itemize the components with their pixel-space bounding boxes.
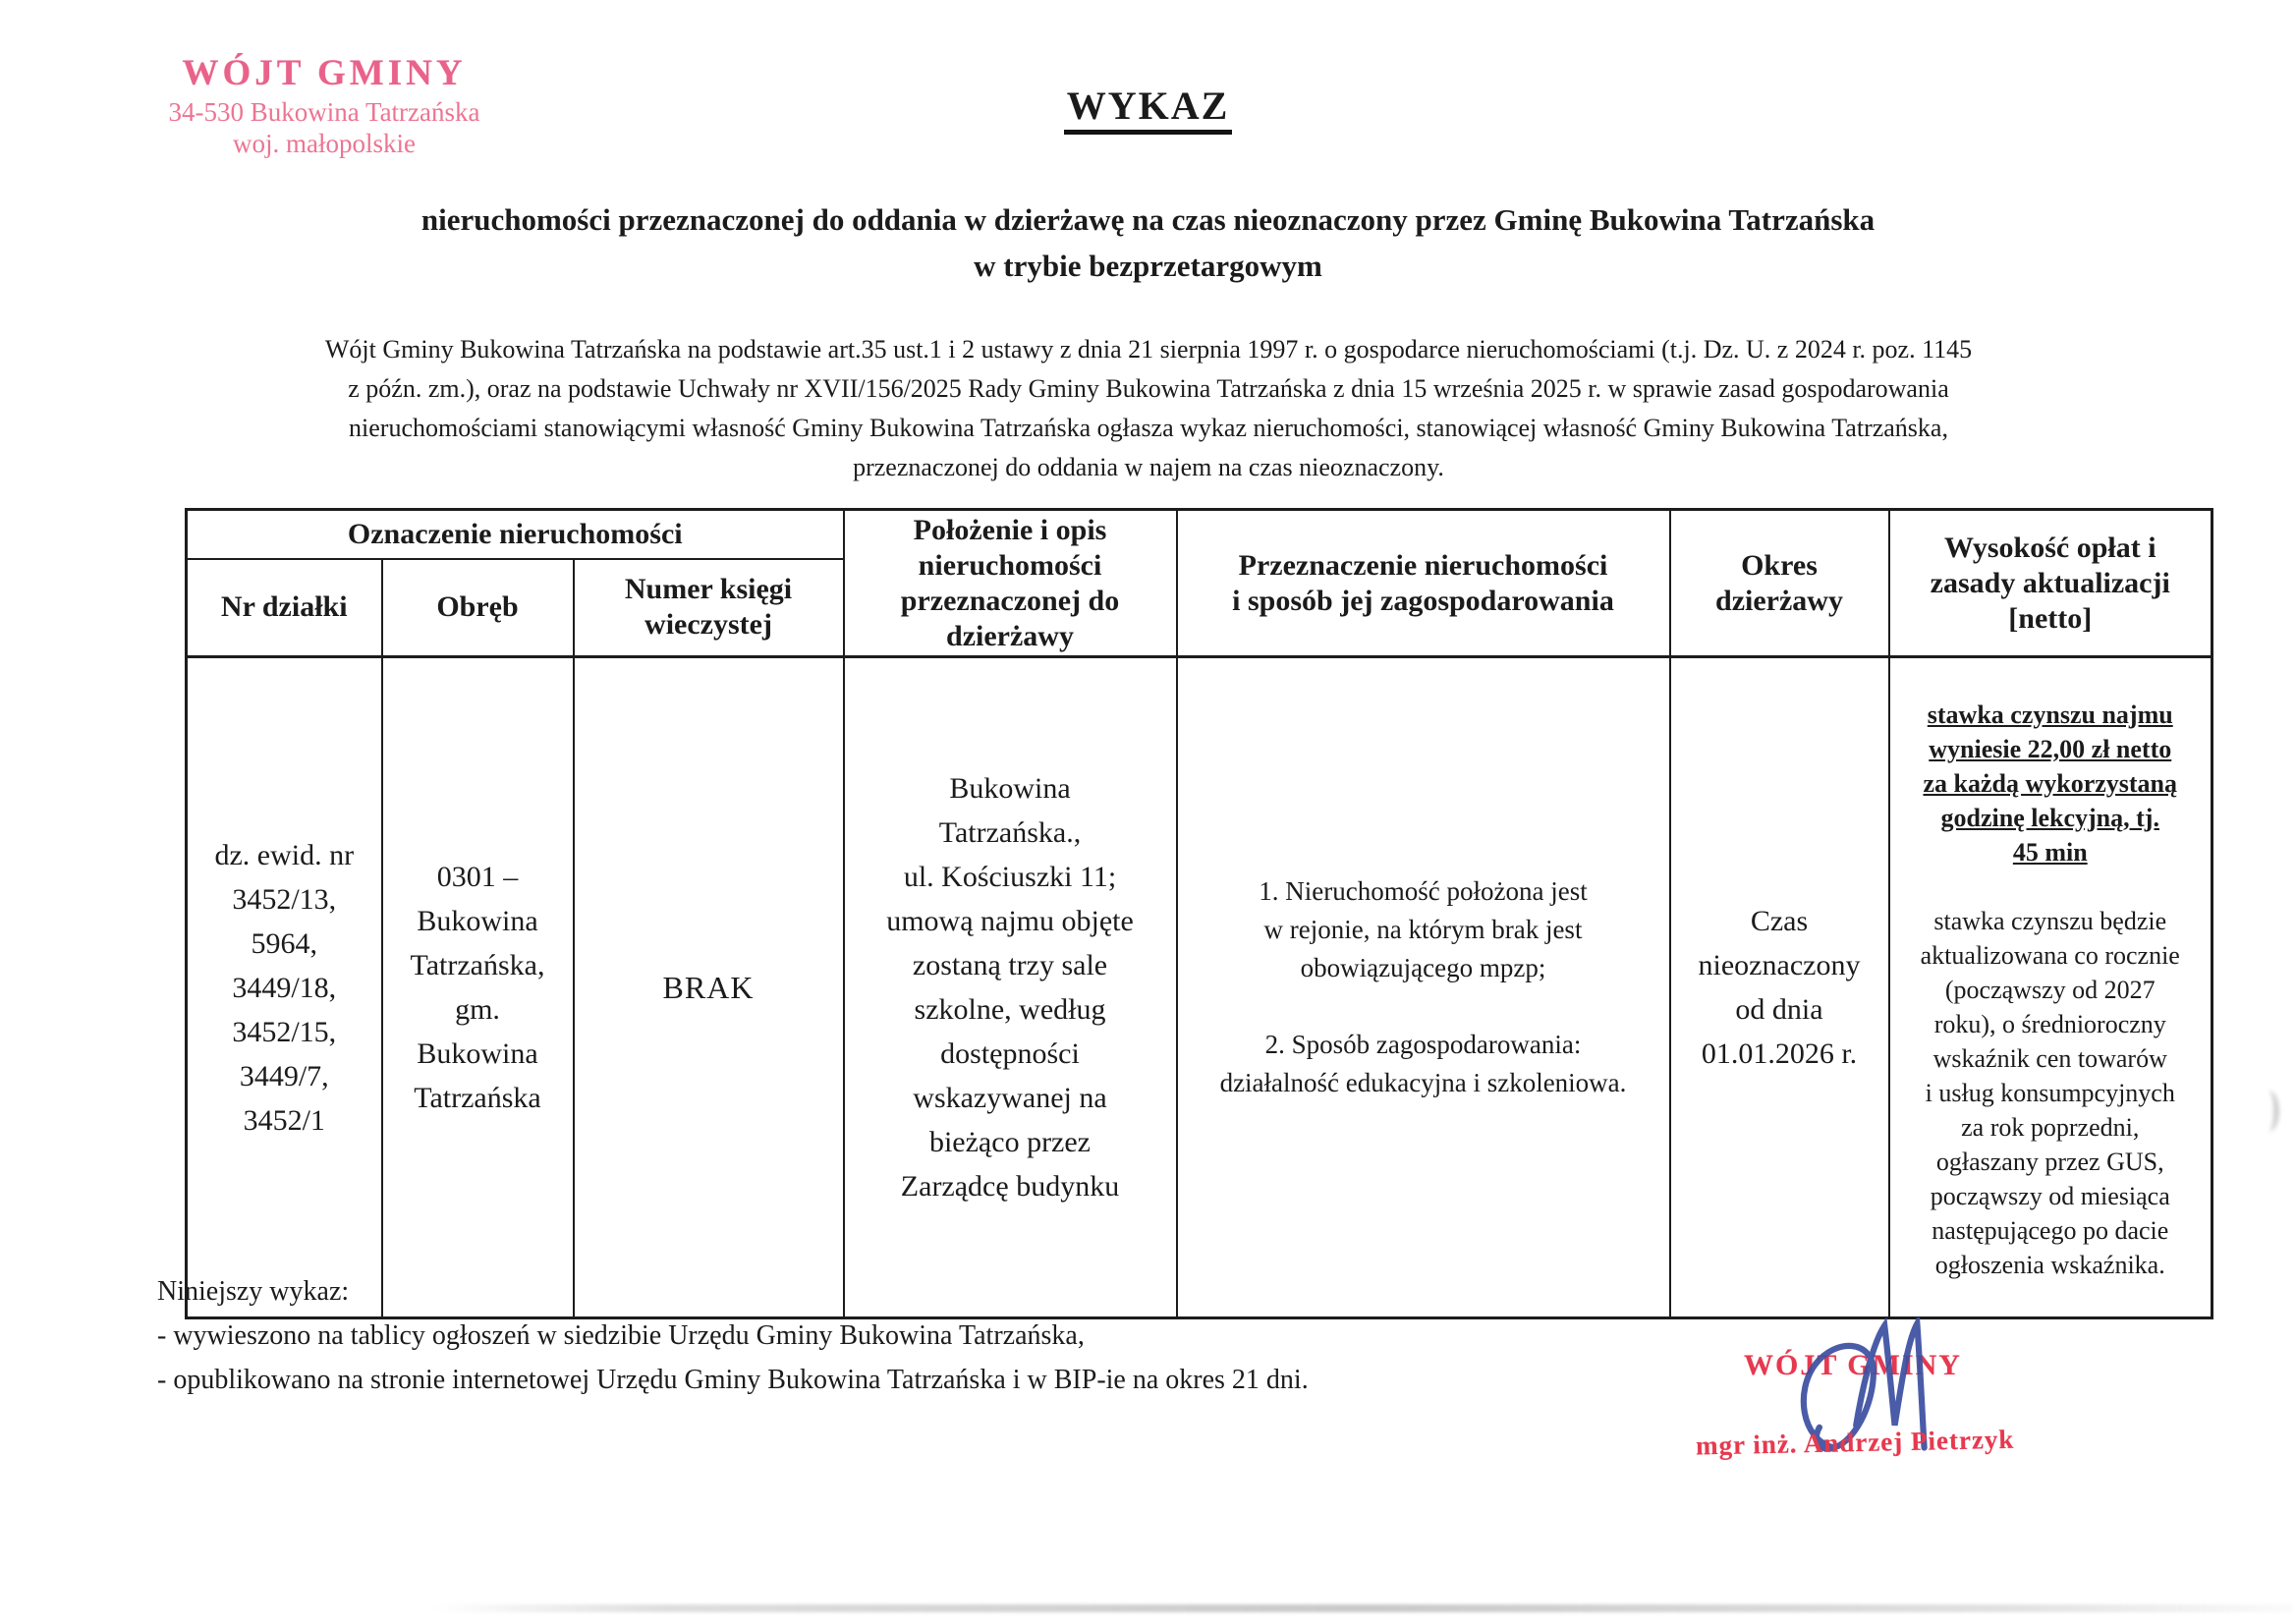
- office-stamp-address: 34-530 Bukowina Tatrzańska: [168, 97, 480, 127]
- fees-indexation-details: stawka czynszu będzie aktualizowana co r…: [1920, 907, 2180, 1279]
- cell-polozenie: Bukowina Tatrzańska., ul. Kościuszki 11;…: [842, 655, 1178, 1319]
- property-table: Oznaczenie nieruchomości Położenie i opi…: [185, 508, 2213, 1319]
- cell-oplaty: stawka czynszu najmu wyniesie 22,00 zł n…: [1887, 655, 2213, 1319]
- footer-notes: Niniejszy wykaz: - wywieszono na tablicy…: [157, 1276, 1309, 1395]
- intro-paragraph: Wójt Gminy Bukowina Tatrzańska na podsta…: [324, 335, 1973, 481]
- column-header-polozenie: Położenie i opis nieruchomości przeznacz…: [842, 508, 1178, 658]
- scan-edge-artifact: [2258, 1091, 2279, 1132]
- cell-numer-ksiegi: BRAK: [572, 655, 845, 1319]
- office-stamp: WÓJT GMINY 34-530 Bukowina Tatrzańska wo…: [98, 55, 550, 157]
- group-header-oznaczenie: Oznaczenie nieruchomości: [185, 508, 845, 560]
- office-stamp-voivodeship: woj. małopolskie: [233, 129, 416, 158]
- handwritten-signature-icon: [1800, 1317, 1928, 1452]
- document-title-row: WYKAZ: [0, 83, 2296, 135]
- cell-nr-dzialki: dz. ewid. nr 3452/13, 5964, 3449/18, 345…: [185, 655, 383, 1319]
- column-header-obreb: Obręb: [380, 557, 575, 658]
- document-subtitle: nieruchomości przeznaczonej do oddania w…: [420, 202, 1876, 283]
- office-stamp-title: WÓJT GMINY: [182, 53, 467, 93]
- cell-okres: Czas nieoznaczony od dnia 01.01.2026 r.: [1668, 655, 1890, 1319]
- scan-smudge-artifact: [432, 1604, 2294, 1612]
- fees-rate-emphasis: stawka czynszu najmu wyniesie 22,00 zł n…: [1923, 700, 2178, 867]
- column-header-oplaty: Wysokość opłat i zasady aktualizacji [ne…: [1887, 508, 2213, 658]
- cell-obreb: 0301 – Bukowina Tatrzańska, gm. Bukowina…: [380, 655, 575, 1319]
- signature-name: mgr inż. Andrzej Pietrzyk: [1695, 1424, 2015, 1461]
- cell-przeznaczenie: 1. Nieruchomość położona jest w rejonie,…: [1175, 655, 1671, 1319]
- signature-stamp-title: WÓJT GMINY: [1744, 1349, 1962, 1381]
- column-header-przeznaczenie: Przeznaczenie nieruchomości i sposób jej…: [1175, 508, 1671, 658]
- column-header-okres: Okres dzierżawy: [1668, 508, 1890, 658]
- column-header-nr-dzialki: Nr działki: [185, 557, 383, 658]
- document-title: WYKAZ: [1063, 84, 1233, 135]
- table-row: dz. ewid. nr 3452/13, 5964, 3449/18, 345…: [185, 655, 2213, 1319]
- column-header-numer-ksiegi: Numer księgi wieczystej: [572, 557, 845, 658]
- signature-block: WÓJT GMINY mgr inż. Andrzej Pietrzyk: [1690, 1312, 2024, 1488]
